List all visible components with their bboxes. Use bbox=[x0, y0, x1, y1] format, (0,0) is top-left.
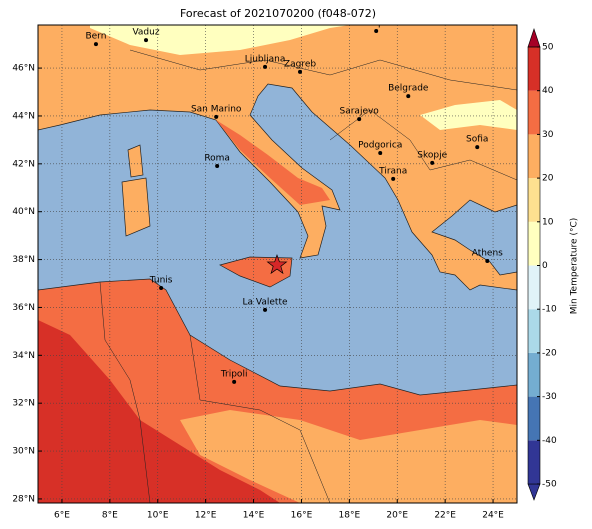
city-label: Budapest bbox=[355, 18, 398, 28]
city-label: Roma bbox=[204, 153, 230, 163]
y-tick-label: 32°N bbox=[12, 399, 35, 409]
city-label: Sofia bbox=[466, 135, 488, 145]
colorbar-extend-low bbox=[527, 483, 541, 501]
mild-zone-africa bbox=[180, 410, 517, 503]
city-dot bbox=[391, 176, 396, 181]
city-label: San Marino bbox=[191, 104, 242, 114]
y-tick-label: 34°N bbox=[12, 351, 35, 361]
city-dot bbox=[298, 69, 303, 74]
x-tick-label: 16°E bbox=[291, 511, 313, 521]
city-dot bbox=[475, 145, 480, 150]
city-label: Podgorica bbox=[358, 141, 402, 151]
city-label: Vaduz bbox=[132, 28, 159, 38]
y-tick-label: 30°N bbox=[12, 447, 35, 457]
city-label: Athens bbox=[472, 249, 503, 259]
city-dot bbox=[144, 38, 149, 43]
city-dot bbox=[214, 114, 219, 119]
colorbar-bin bbox=[528, 309, 540, 353]
colorbar-tick-label: 0 bbox=[542, 261, 548, 271]
x-tick-label: 24°E bbox=[482, 511, 504, 521]
colorbar-tick-label: 10 bbox=[542, 217, 554, 227]
colorbar-tick-label: -50 bbox=[542, 480, 557, 490]
city-label: Ljubljana bbox=[245, 54, 286, 64]
map-frame bbox=[37, 24, 518, 504]
x-tick-label: 6°E bbox=[54, 511, 70, 521]
x-tick-label: 22°E bbox=[434, 511, 456, 521]
city-dot bbox=[93, 42, 98, 47]
x-tick-label: 14°E bbox=[243, 511, 265, 521]
cool-zone-balkans bbox=[420, 100, 517, 130]
y-tick-label: 38°N bbox=[12, 255, 35, 265]
land-sardinia bbox=[121, 177, 151, 237]
colorbar-tick-label: -30 bbox=[542, 392, 557, 402]
colorbar-tick-label: -20 bbox=[542, 348, 557, 358]
city-dot bbox=[378, 151, 383, 156]
city-label: La Valette bbox=[243, 297, 288, 307]
city-dot bbox=[263, 64, 268, 69]
x-tick-label: 18°E bbox=[339, 511, 361, 521]
colorbar-tick-label: 30 bbox=[542, 130, 554, 140]
city-dot bbox=[406, 94, 411, 99]
borders bbox=[99, 49, 517, 503]
y-tick-label: 28°N bbox=[12, 494, 35, 504]
colorbar-tick-label: 40 bbox=[542, 86, 554, 96]
colorbar-bin bbox=[528, 47, 540, 91]
colorbar-bin bbox=[528, 221, 540, 266]
location-star bbox=[266, 254, 288, 275]
city-dot bbox=[263, 307, 268, 312]
colorbar-label: Min Temperature (°C) bbox=[570, 218, 580, 315]
x-tick-label: 12°E bbox=[195, 511, 217, 521]
city-label: Belgrade bbox=[388, 84, 429, 94]
city-label: Tunis bbox=[149, 276, 173, 286]
city-label: Sarajevo bbox=[340, 107, 380, 117]
colorbar-bin bbox=[528, 134, 540, 179]
y-tick-label: 42°N bbox=[12, 159, 35, 169]
colorbar-bin bbox=[528, 178, 540, 222]
city-label: Tripoli bbox=[220, 369, 248, 379]
colorbar-bin bbox=[528, 396, 540, 441]
warm-zone-italy bbox=[216, 120, 330, 205]
hot-zone-africa bbox=[38, 320, 280, 503]
y-tick-label: 40°N bbox=[12, 207, 35, 217]
y-tick-label: 46°N bbox=[12, 64, 35, 74]
colorbar-tick-label: -10 bbox=[542, 305, 557, 315]
city-dot bbox=[430, 160, 435, 165]
x-tick-label: 8°E bbox=[102, 511, 118, 521]
city-label: Skopje bbox=[417, 150, 447, 160]
cool-zone-alps bbox=[90, 25, 350, 55]
city-dot bbox=[374, 28, 379, 33]
city-label: Bern bbox=[85, 32, 106, 42]
colorbar-bin bbox=[528, 265, 540, 310]
colorbar-tick-label: 50 bbox=[542, 43, 554, 53]
city-label: Zagreb bbox=[284, 59, 316, 69]
city-label: Tirana bbox=[378, 166, 407, 176]
city-dot bbox=[357, 117, 362, 122]
map-title: Forecast of 2021070200 (f048-072) bbox=[180, 7, 376, 20]
colorbar-tick-label: -40 bbox=[542, 436, 557, 446]
city-dot bbox=[232, 379, 237, 384]
colorbar-bin bbox=[528, 440, 540, 484]
y-tick-label: 44°N bbox=[12, 111, 35, 121]
colorbar-extend-high bbox=[527, 28, 541, 48]
x-tick-label: 10°E bbox=[147, 511, 169, 521]
x-tick-label: 20°E bbox=[386, 511, 408, 521]
colorbar-bin bbox=[528, 352, 540, 397]
y-tick-label: 36°N bbox=[12, 303, 35, 313]
colorbar-tick-label: 20 bbox=[542, 174, 554, 184]
city-dot bbox=[215, 163, 220, 168]
city-dot bbox=[485, 259, 490, 264]
colorbar-bin bbox=[528, 90, 540, 135]
land-corsica bbox=[127, 144, 144, 178]
city-dot bbox=[159, 286, 164, 291]
